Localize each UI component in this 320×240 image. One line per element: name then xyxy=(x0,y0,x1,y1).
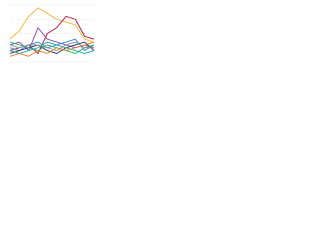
series-line xyxy=(9,41,95,54)
series-line xyxy=(9,41,95,57)
series-line xyxy=(9,41,94,52)
series-line xyxy=(9,41,95,54)
chart xyxy=(9,4,95,63)
page: (() => { const data = JSON.parse(documen… xyxy=(0,0,320,71)
series-line xyxy=(9,7,95,43)
